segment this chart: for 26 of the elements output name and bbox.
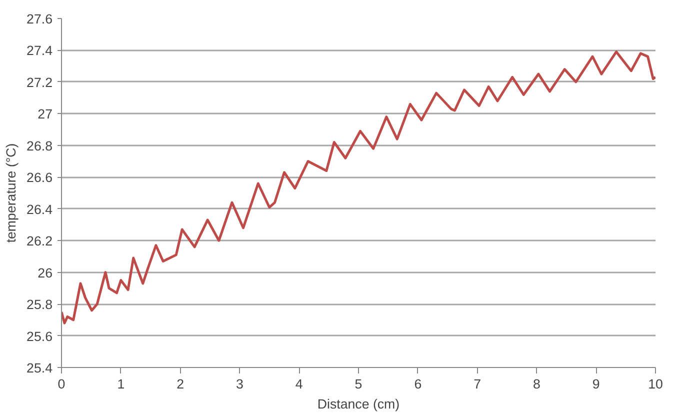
x-tick-label: 7: [474, 376, 482, 392]
y-tick-label: 25.6: [26, 328, 53, 344]
y-tick-label: 27.4: [26, 43, 54, 58]
x-tick-label: 6: [414, 376, 422, 392]
x-tick-label: 10: [648, 376, 663, 392]
x-tick-label: 0: [58, 376, 66, 392]
y-tick-label: 25.8: [26, 297, 53, 312]
y-axis-title: temperature (°C): [4, 143, 19, 243]
line-series: [62, 50, 656, 324]
y-tick-label: 26.2: [26, 234, 53, 249]
y-tick-label: 27: [38, 106, 53, 122]
x-tick-label: 9: [592, 376, 600, 392]
y-tick-label: 27.6: [26, 12, 53, 26]
x-axis-title: Distance (cm): [317, 396, 400, 412]
y-tick-label: 26.6: [26, 170, 53, 186]
y-tick-label: 26.4: [26, 202, 54, 217]
x-tick-label: 3: [236, 376, 244, 392]
x-tick-label: 5: [354, 376, 362, 392]
y-tick-label: 27.2: [26, 74, 53, 90]
y-tick-label: 26: [38, 265, 53, 280]
y-tick-label: 26.8: [26, 138, 53, 154]
x-tick-label: 1: [117, 376, 125, 392]
y-tick-label: 25.4: [26, 360, 54, 376]
x-tick-label: 4: [295, 376, 304, 392]
x-tick-label: 2: [176, 376, 184, 392]
x-tick-label: 8: [532, 376, 540, 392]
